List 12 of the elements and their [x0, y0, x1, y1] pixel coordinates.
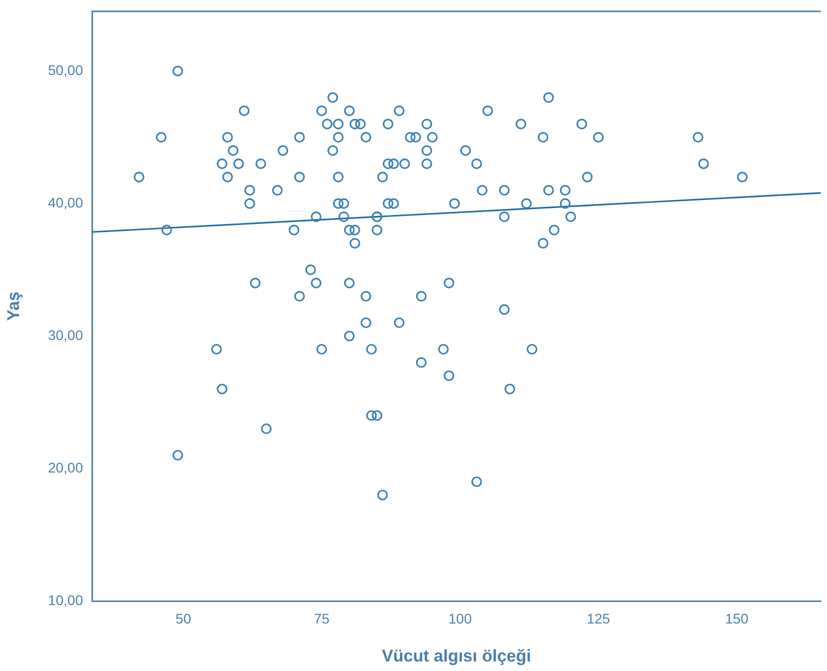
y-tick-label: 20,00 — [48, 459, 84, 476]
y-tick-label: 10,00 — [48, 592, 84, 608]
y-tick-label: 50,00 — [48, 62, 84, 78]
x-tick-label: 75 — [314, 610, 330, 626]
x-tick-label: 125 — [586, 610, 610, 626]
x-tick-label: 150 — [725, 610, 749, 626]
y-tick-label: 30,00 — [48, 326, 84, 343]
y-tick-label: 40,00 — [48, 194, 84, 210]
x-tick-label: 100 — [448, 610, 472, 626]
x-axis-title: Vücut algısı ölçeği — [382, 646, 532, 666]
x-tick-label: 50 — [176, 610, 192, 626]
y-axis-title: Yaş — [4, 292, 23, 321]
